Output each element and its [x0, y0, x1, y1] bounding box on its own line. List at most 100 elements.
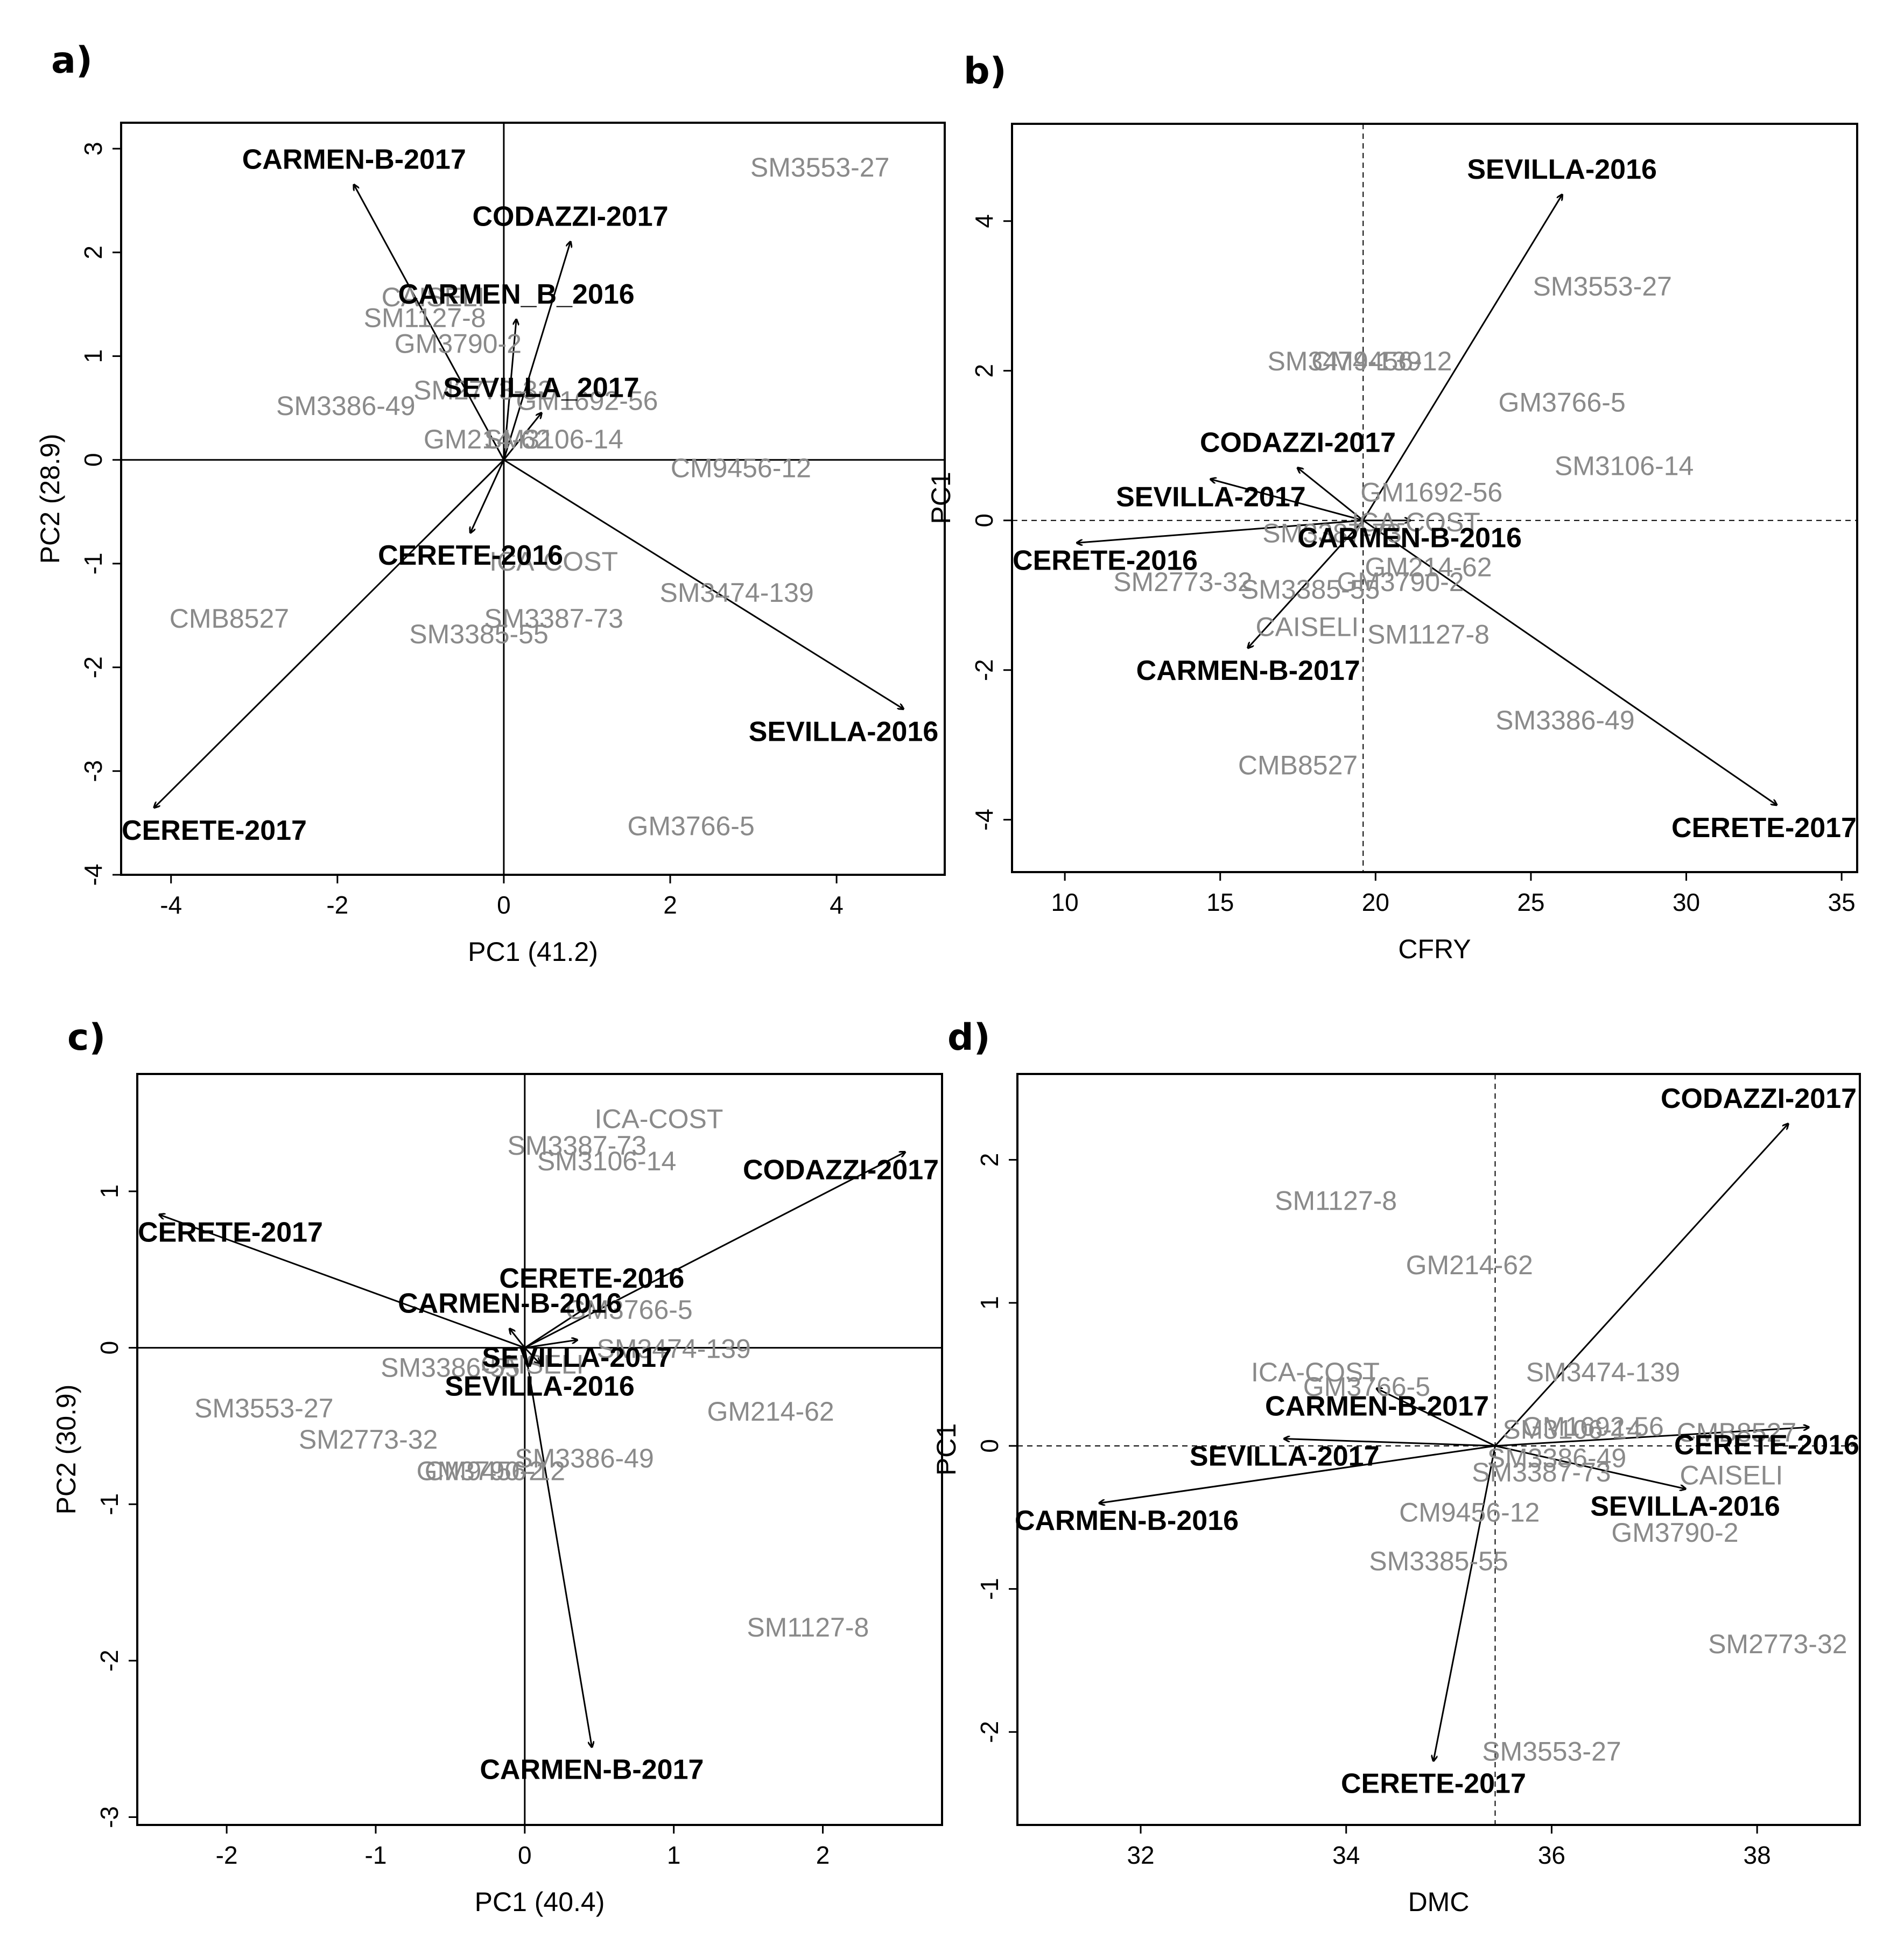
genotype-label-sm3385-55: SM3385-55 — [1241, 574, 1380, 605]
y-tick-label: 1 — [975, 1296, 1003, 1310]
genotype-label-gm1692-56: GM1692-56 — [1522, 1412, 1664, 1442]
panel-label-c: c) — [67, 1016, 106, 1059]
arrow-sevilla-2017 — [1284, 1439, 1495, 1447]
genotype-label-sm3386-49: SM3386-49 — [1495, 705, 1635, 735]
environment-label-cerete-2017: CERETE-2017 — [1671, 812, 1857, 844]
x-tick-label: 1 — [667, 1841, 681, 1869]
genotype-label-cm9456-12: CM9456-12 — [425, 1456, 565, 1486]
y-tick-label: 1 — [95, 1184, 123, 1198]
x-axis-label: DMC — [1408, 1887, 1470, 1917]
arrow-carmen-b-2017 — [354, 185, 505, 460]
genotype-label-caiseli: CAISELI — [1255, 612, 1359, 642]
arrow-carmen-b-2016 — [510, 1329, 525, 1349]
y-axis-label: PC2 (28.9) — [35, 434, 65, 564]
environment-label-sevilla-2016: SEVILLA-2016 — [1467, 154, 1657, 185]
genotype-label-sm3474-139: SM3474-139 — [597, 1334, 751, 1364]
genotype-label-sm3386-49: SM3386-49 — [1487, 1443, 1627, 1473]
plot-frame — [1016, 1073, 1861, 1826]
arrow-carmen-b-2016 — [503, 320, 516, 460]
genotype-label-cm9456-12: CM9456-12 — [671, 453, 811, 483]
genotype-label-gm3790-2: GM3790-2 — [417, 1456, 544, 1486]
genotype-label-caiseli: CAISELI — [481, 1350, 584, 1380]
y-tick-label: -2 — [970, 659, 998, 681]
genotype-label-sm3106-14: SM3106-14 — [1502, 1414, 1642, 1444]
y-axis: -2 -1 0 1 2 — [975, 1153, 1017, 1743]
environment-label-carmen-b-2016: CARMEN-B-2016 — [1298, 523, 1522, 554]
genotype-label-cm9456-12: CM9456-12 — [1399, 1498, 1540, 1528]
x-tick-label: -4 — [160, 891, 182, 919]
environment-label-cerete-2016: CERETE-2016 — [378, 540, 563, 571]
arrow-sevilla-2016 — [1495, 1445, 1685, 1489]
y-tick-label: -2 — [95, 1649, 123, 1672]
environment-label-codazzi-2017: CODAZZI-2017 — [743, 1154, 939, 1185]
arrow-carmen-b-2016 — [1100, 1445, 1495, 1503]
x-axis: 32 34 36 38 — [1127, 1825, 1771, 1869]
environment-label-cerete-2016: CERETE-2016 — [499, 1263, 684, 1294]
x-tick-label: 34 — [1332, 1841, 1360, 1869]
x-tick-label: 0 — [518, 1841, 532, 1869]
plot-frame — [120, 122, 946, 876]
x-tick-label: 32 — [1127, 1841, 1154, 1869]
genotype-label-sm3386-49: SM3386-49 — [515, 1443, 654, 1473]
y-tick-label: -2 — [975, 1721, 1003, 1743]
genotype-label-sm3553-27: SM3553-27 — [750, 152, 890, 182]
biplot-panel-b: 10 15 20 25 30 35 CFRY -4 -2 0 2 4 PC1 SM3553-27 SM347… — [926, 123, 1858, 964]
genotype-label-sm3106-14: SM3106-14 — [484, 424, 623, 454]
genotype-label-gm214-62: GM214-62 — [424, 424, 551, 454]
y-tick-label: 2 — [970, 364, 998, 378]
environment-label-cerete-2016: CERETE-2016 — [1013, 545, 1198, 576]
genotype-label-gm3790-2: GM3790-2 — [395, 328, 522, 359]
y-axis: -4 -2 0 2 4 — [970, 214, 1012, 831]
plot-frame — [1011, 123, 1858, 873]
genotype-label-sm3106-14: SM3106-14 — [1555, 451, 1694, 481]
x-axis-label: PC1 (40.4) — [475, 1887, 605, 1917]
genotype-label-sm3474-139: SM3474-139 — [1526, 1357, 1680, 1387]
genotype-label-sm3385-55: SM3385-55 — [409, 619, 549, 649]
x-tick-label: 10 — [1051, 888, 1079, 916]
y-axis: -4 -3 -2 -1 0 1 2 3 — [79, 142, 121, 886]
environment-label-sevilla-2016: SEVILLA-2016 — [1590, 1491, 1780, 1522]
y-tick-label: 1 — [79, 349, 107, 363]
panel-label-b: b) — [964, 50, 1007, 93]
arrow-cerete-2016 — [524, 1304, 592, 1349]
x-tick-label: 35 — [1828, 888, 1856, 916]
x-tick-label: 38 — [1744, 1841, 1771, 1869]
biplot-panel-a: -4 -2 0 2 4 PC1 (41.2) -4 -3 -2 -1 0 1 2 3 PC2 (28.9) S… — [35, 122, 946, 967]
y-tick-label: 0 — [975, 1439, 1003, 1453]
y-tick-label: -3 — [79, 760, 107, 782]
environment-label-carmen-b-2017: CARMEN-B-2017 — [480, 1754, 704, 1786]
y-tick-label: -4 — [970, 809, 998, 831]
x-axis: 10 15 20 25 30 35 — [1051, 872, 1856, 916]
genotype-label-sm3106-14: SM3106-14 — [537, 1146, 677, 1176]
genotype-label-gm214-62: GM214-62 — [1365, 552, 1492, 582]
genotype-label-sm3474-139: SM3474-139 — [659, 578, 813, 608]
genotype-label-gm3790-2: GM3790-2 — [1337, 567, 1464, 597]
arrow-carmen-b-2017 — [1377, 1389, 1496, 1447]
arrow-sevilla-2016 — [503, 459, 903, 708]
genotype-label-ica-cost: ICA-COST — [1251, 1357, 1380, 1387]
y-tick-label: 2 — [79, 245, 107, 259]
genotype-label-gm1692-56: GM1692-56 — [516, 385, 658, 416]
y-axis: -3 -2 -1 0 1 — [95, 1184, 137, 1828]
y-axis-label: PC1 — [931, 1423, 961, 1476]
x-tick-label: 30 — [1673, 888, 1700, 916]
y-axis-label: PC2 (30.9) — [51, 1385, 81, 1515]
x-tick-label: 2 — [816, 1841, 830, 1869]
y-axis-label: PC1 — [926, 472, 956, 524]
genotype-label-sm3387-73: SM3387-73 — [1262, 518, 1402, 549]
environment-label-carmen-b-2016: CARMEN-B-2016 — [398, 1288, 622, 1319]
x-axis-label: CFRY — [1398, 934, 1471, 964]
environment-label-sevilla-2017: SEVILLA-2017 — [1116, 481, 1306, 512]
x-tick-label: -2 — [326, 891, 348, 919]
arrow-sevilla-2016 — [1362, 195, 1562, 521]
genotype-label-sm1127-8: SM1127-8 — [747, 1612, 869, 1642]
arrow-codazzi-2017 — [1494, 1124, 1788, 1447]
arrow-cerete-2016 — [1495, 1427, 1808, 1447]
environment-label-carmen-b-2017: CARMEN-B-2017 — [1265, 1391, 1489, 1422]
environment-label-codazzi-2017: CODAZZI-2017 — [1661, 1083, 1857, 1114]
genotype-label-gm214-62: GM214-62 — [1406, 1250, 1533, 1280]
y-tick-label: -1 — [975, 1578, 1003, 1600]
genotype-label-sm3474-139: SM3474-139 — [1267, 346, 1421, 376]
genotype-label-gm214-62: GM214-62 — [707, 1396, 834, 1427]
genotype-label-gm3790-2: GM3790-2 — [1611, 1518, 1738, 1548]
